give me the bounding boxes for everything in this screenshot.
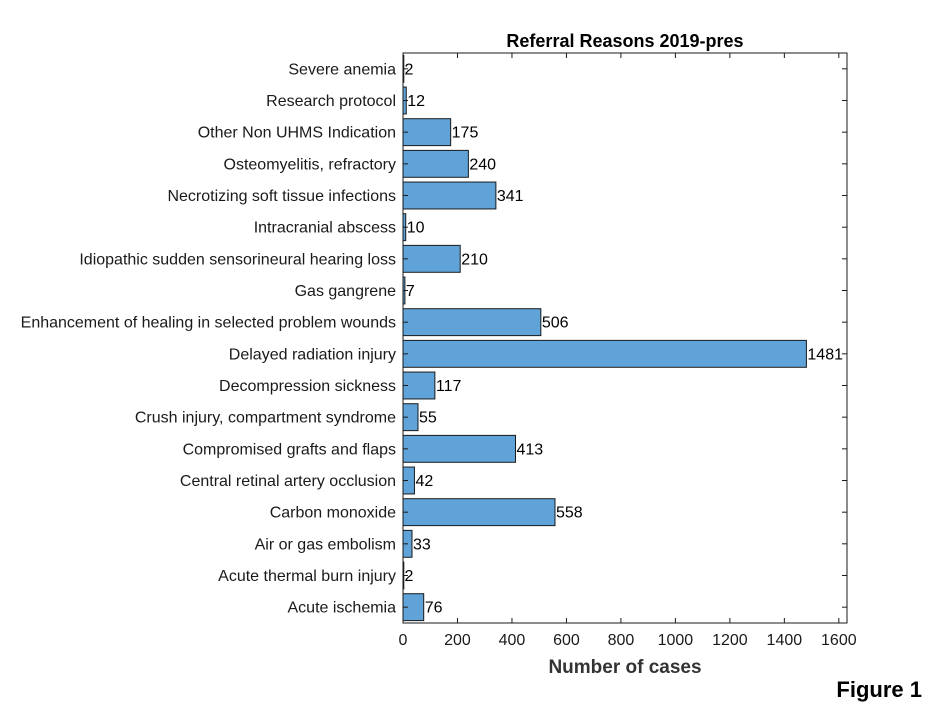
- data-label: 7: [406, 283, 415, 300]
- x-tick-label: 1200: [712, 632, 748, 649]
- bar: [402, 371, 436, 400]
- category-label: Gas gangrene: [295, 283, 397, 300]
- bar: [402, 244, 461, 273]
- data-label: 12: [407, 93, 425, 110]
- category-label: Research protocol: [266, 93, 396, 110]
- category-label: Crush injury, compartment syndrome: [135, 410, 396, 427]
- bar: [402, 339, 807, 368]
- data-label: 76: [425, 600, 443, 617]
- bars-layer: [402, 54, 807, 622]
- chart-title: Referral Reasons 2019-pres: [506, 31, 743, 51]
- bar: [402, 149, 469, 178]
- plot-frame: [402, 52, 848, 624]
- x-tick-labels: 0 200 400 600 800 1000 1200 1400 1600: [399, 632, 857, 649]
- x-tick-label: 1000: [658, 632, 694, 649]
- bar: [402, 118, 452, 147]
- data-label: 117: [436, 378, 462, 395]
- data-label: 210: [461, 251, 488, 268]
- category-label: Decompression sickness: [219, 378, 396, 395]
- category-label: Other Non UHMS Indication: [198, 125, 396, 142]
- data-label: 506: [542, 315, 569, 332]
- category-label: Acute ischemia: [288, 600, 397, 617]
- axis-ticks: [402, 53, 847, 623]
- category-label: Enhancement of healing in selected probl…: [21, 315, 396, 332]
- x-tick-label: 1400: [767, 632, 803, 649]
- data-label: 10: [407, 220, 425, 237]
- x-tick-label: 200: [444, 632, 471, 649]
- data-label: 175: [452, 125, 479, 142]
- data-label: 1481: [807, 346, 843, 363]
- data-label: 240: [469, 156, 496, 173]
- x-tick-label: 1600: [821, 632, 857, 649]
- category-label: Intracranial abscess: [254, 220, 396, 237]
- x-tick-label: 400: [499, 632, 526, 649]
- x-axis-label: Number of cases: [548, 657, 701, 678]
- category-labels: Severe anemia Research protocol Other Non …: [21, 61, 396, 616]
- bar: [402, 308, 542, 337]
- category-label: Central retinal artery occlusion: [180, 473, 396, 490]
- data-label: 2: [405, 61, 414, 78]
- category-label: Idiopathic sudden sensorineural hearing …: [79, 251, 396, 268]
- x-tick-label: 600: [553, 632, 580, 649]
- data-label: 341: [497, 188, 524, 205]
- data-label: 558: [556, 505, 583, 522]
- bar: [402, 434, 516, 463]
- data-label: 413: [516, 441, 543, 458]
- x-tick-label: 0: [399, 632, 408, 649]
- category-label: Severe anemia: [288, 61, 396, 78]
- data-label: 55: [419, 410, 437, 427]
- figure-label: Figure 1: [836, 677, 922, 702]
- category-label: Carbon monoxide: [270, 505, 396, 522]
- bar: [402, 181, 497, 210]
- category-label: Compromised grafts and flaps: [183, 441, 396, 458]
- data-label: 42: [415, 473, 433, 490]
- x-tick-label: 800: [608, 632, 635, 649]
- bar: [402, 498, 556, 527]
- category-label: Osteomyelitis, refractory: [224, 156, 396, 173]
- category-label: Acute thermal burn injury: [218, 568, 396, 585]
- data-label: 2: [405, 568, 414, 585]
- category-label: Air or gas embolism: [255, 536, 396, 553]
- category-label: Necrotizing soft tissue infections: [167, 188, 396, 205]
- data-label: 33: [413, 536, 431, 553]
- category-label: Delayed radiation injury: [229, 346, 396, 363]
